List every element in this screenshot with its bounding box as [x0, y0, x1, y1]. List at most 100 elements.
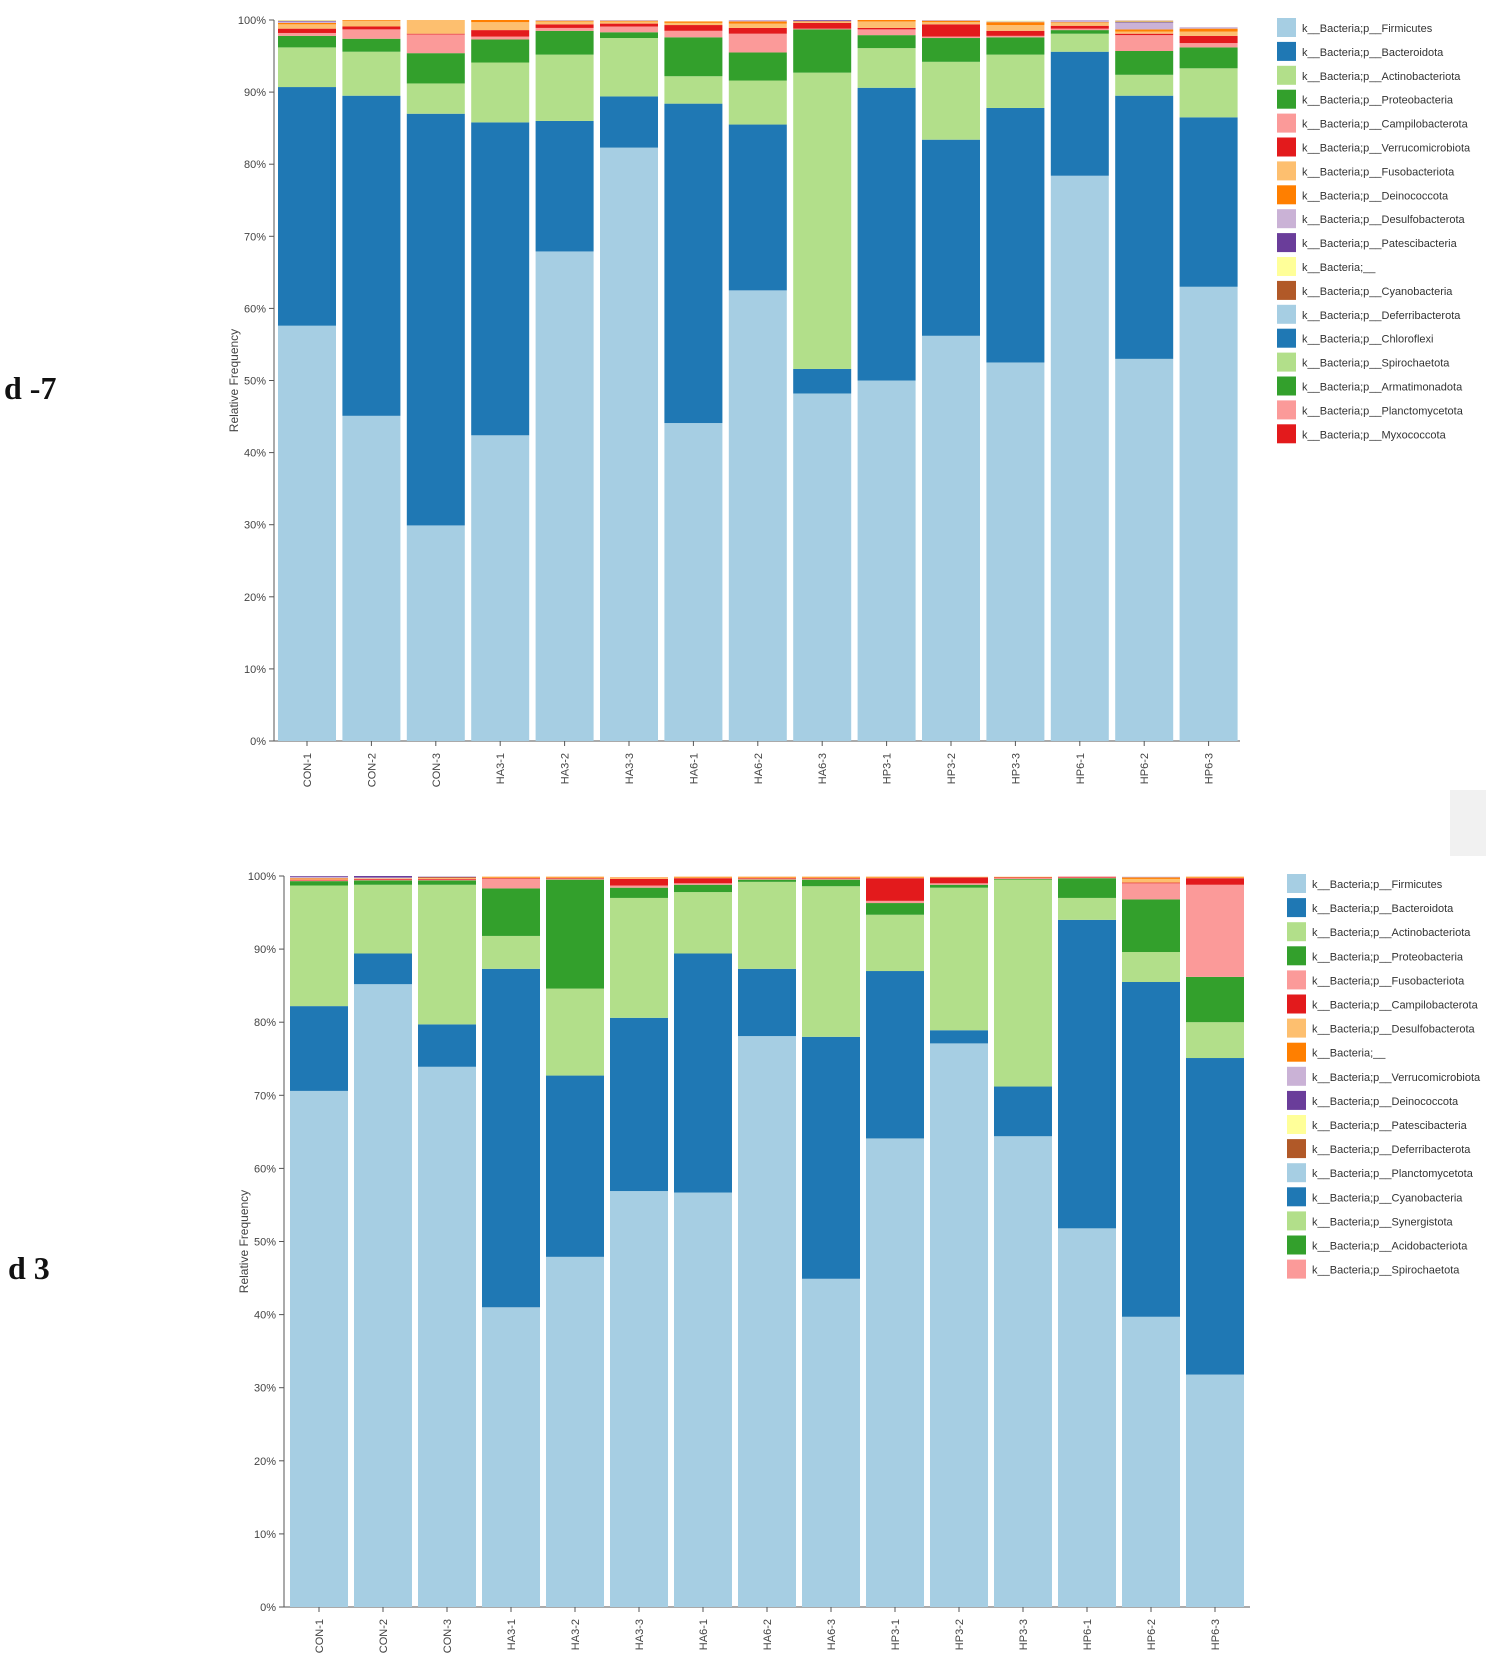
bar-segment[interactable] — [290, 876, 348, 877]
bar-segment[interactable] — [1186, 878, 1244, 885]
bar-segment[interactable] — [1122, 877, 1180, 879]
bar-segment[interactable] — [278, 20, 336, 21]
bar-segment[interactable] — [290, 879, 348, 881]
bar-segment[interactable] — [471, 30, 530, 37]
bar-segment[interactable] — [418, 878, 476, 880]
legend-label[interactable]: k__Bacteria;p__Actinobacteriota — [1302, 71, 1461, 83]
bar-segment[interactable] — [342, 29, 401, 39]
bar-segment[interactable] — [471, 122, 530, 436]
bar-segment[interactable] — [471, 62, 530, 123]
legend-label[interactable]: k__Bacteria;p__Spirochaetota — [1312, 1265, 1460, 1277]
bar-segment[interactable] — [1122, 899, 1180, 953]
bar-segment[interactable] — [922, 61, 980, 140]
bar-segment[interactable] — [1186, 877, 1244, 879]
bar-segment[interactable] — [857, 29, 916, 36]
bar-segment[interactable] — [471, 20, 530, 23]
bar-segment[interactable] — [406, 53, 465, 84]
bar-segment[interactable] — [728, 290, 787, 741]
bar-segment[interactable] — [278, 32, 336, 36]
bar-segment[interactable] — [406, 34, 465, 54]
bar-segment[interactable] — [930, 887, 988, 1031]
bar-segment[interactable] — [802, 878, 860, 880]
bar-segment[interactable] — [546, 879, 604, 989]
bar-segment[interactable] — [1050, 20, 1109, 23]
bar-segment[interactable] — [802, 877, 860, 879]
bar-segment[interactable] — [290, 880, 348, 882]
bar-segment[interactable] — [1179, 35, 1238, 44]
legend-label[interactable]: k__Bacteria;p__Deferribacterota — [1312, 1144, 1471, 1156]
legend-label[interactable]: k__Bacteria;p__Verrucomicrobiota — [1302, 143, 1471, 155]
bar-segment[interactable] — [922, 20, 980, 21]
bar-segment[interactable] — [600, 20, 658, 21]
bar-segment[interactable] — [535, 54, 594, 121]
bar-segment[interactable] — [994, 1086, 1052, 1137]
bar-segment[interactable] — [546, 876, 604, 878]
bar-segment[interactable] — [610, 1191, 668, 1607]
bar-segment[interactable] — [1179, 68, 1238, 118]
bar-segment[interactable] — [1050, 30, 1109, 34]
legend-label[interactable]: k__Bacteria;p__Bacteroidota — [1302, 47, 1444, 59]
bar-segment[interactable] — [1050, 175, 1109, 742]
bar-segment[interactable] — [278, 20, 336, 22]
bar-segment[interactable] — [1122, 952, 1180, 982]
legend-label[interactable]: k__Bacteria;p__Synergistota — [1312, 1216, 1454, 1228]
bar-segment[interactable] — [290, 885, 348, 1007]
bar-segment[interactable] — [610, 1017, 668, 1192]
bar-segment[interactable] — [994, 878, 1052, 879]
bar-segment[interactable] — [1115, 31, 1174, 34]
bar-segment[interactable] — [986, 107, 1045, 363]
bar-segment[interactable] — [793, 22, 852, 29]
bar-segment[interactable] — [922, 38, 980, 62]
bar-segment[interactable] — [406, 113, 465, 526]
bar-segment[interactable] — [278, 87, 336, 326]
bar-segment[interactable] — [922, 139, 980, 336]
bar-segment[interactable] — [728, 80, 787, 125]
bar-segment[interactable] — [802, 1278, 860, 1607]
bar-segment[interactable] — [728, 124, 787, 291]
bar-segment[interactable] — [922, 20, 980, 23]
bar-segment[interactable] — [857, 21, 916, 28]
bar-segment[interactable] — [546, 1075, 604, 1257]
bar-segment[interactable] — [535, 20, 594, 22]
bar-segment[interactable] — [664, 22, 723, 26]
bar-segment[interactable] — [994, 878, 1052, 880]
bar-segment[interactable] — [1122, 876, 1180, 878]
bar-segment[interactable] — [664, 423, 723, 741]
bar-segment[interactable] — [546, 878, 604, 880]
bar-segment[interactable] — [342, 20, 401, 21]
bar-segment[interactable] — [471, 435, 530, 741]
bar-segment[interactable] — [793, 368, 852, 394]
legend-label[interactable]: k__Bacteria;p__Proteobacteria — [1302, 95, 1454, 107]
bar-segment[interactable] — [1179, 31, 1238, 36]
bar-segment[interactable] — [930, 883, 988, 885]
bar-segment[interactable] — [600, 96, 658, 148]
bar-segment[interactable] — [738, 881, 796, 969]
bar-segment[interactable] — [610, 885, 668, 888]
bar-segment[interactable] — [546, 878, 604, 879]
bar-segment[interactable] — [342, 95, 401, 416]
bar-segment[interactable] — [482, 935, 540, 969]
bar-segment[interactable] — [1050, 22, 1109, 26]
bar-segment[interactable] — [986, 21, 1045, 23]
bar-segment[interactable] — [674, 884, 732, 893]
bar-segment[interactable] — [482, 878, 540, 879]
legend-label[interactable]: k__Bacteria;p__Firmicutes — [1312, 879, 1443, 891]
bar-segment[interactable] — [342, 51, 401, 96]
bar-segment[interactable] — [354, 877, 412, 879]
bar-segment[interactable] — [290, 1006, 348, 1091]
bar-segment[interactable] — [418, 878, 476, 879]
bar-segment[interactable] — [1186, 1058, 1244, 1375]
bar-segment[interactable] — [482, 878, 540, 889]
bar-segment[interactable] — [866, 1138, 924, 1607]
bar-segment[interactable] — [342, 38, 401, 52]
bar-segment[interactable] — [866, 914, 924, 972]
legend-label[interactable]: k__Bacteria;p__Armatimonadota — [1302, 382, 1463, 394]
bar-segment[interactable] — [857, 48, 916, 88]
bar-segment[interactable] — [793, 393, 852, 741]
bar-segment[interactable] — [482, 877, 540, 879]
bar-segment[interactable] — [738, 1036, 796, 1607]
legend-label[interactable]: k__Bacteria;__ — [1302, 262, 1376, 274]
bar-segment[interactable] — [664, 76, 723, 104]
bar-segment[interactable] — [728, 23, 787, 28]
bar-segment[interactable] — [930, 877, 988, 884]
